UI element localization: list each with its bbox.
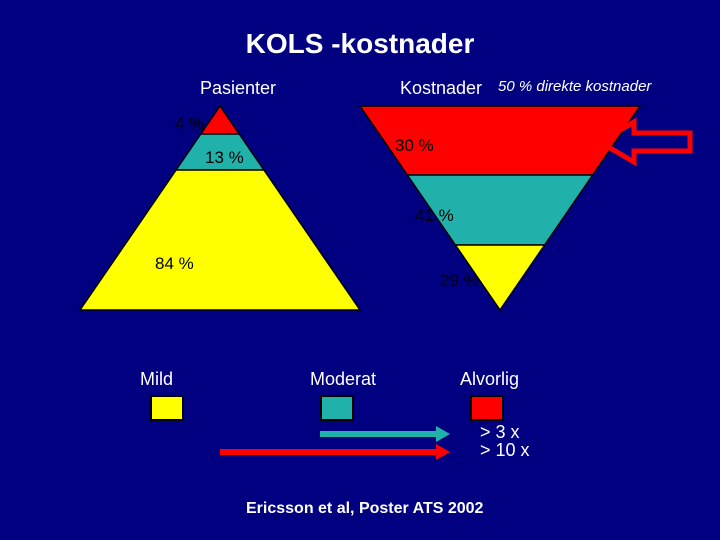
costs-band-label-1: 41 %	[415, 206, 454, 226]
legend-swatch-1	[320, 395, 354, 421]
slide-stage: KOLS -kostnader Pasienter Kostnader 50 %…	[0, 0, 720, 540]
legend-label-0: Mild	[140, 369, 173, 390]
diagram-svg	[0, 0, 720, 540]
costs-band-label-2: 29 %	[440, 271, 479, 291]
arrow-note-1: > 10 x	[480, 440, 530, 461]
patients-band-label-2: 84 %	[155, 254, 194, 274]
patients-band-label-1: 13 %	[205, 148, 244, 168]
costs-band-label-0: 30 %	[395, 136, 434, 156]
citation: Ericsson et al, Poster ATS 2002	[240, 498, 489, 520]
legend-swatch-2	[470, 395, 504, 421]
legend-swatch-0	[150, 395, 184, 421]
legend-label-1: Moderat	[310, 369, 376, 390]
legend-label-2: Alvorlig	[460, 369, 519, 390]
patients-band-label-0: 4 %	[175, 114, 204, 134]
